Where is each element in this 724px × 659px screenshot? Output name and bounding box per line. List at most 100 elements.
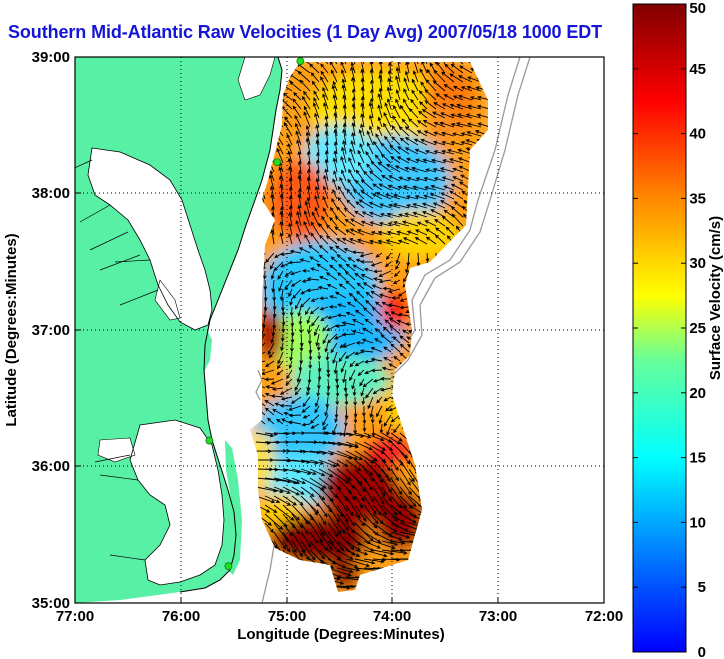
velocity-vector: [414, 194, 428, 200]
velocity-vector: [387, 221, 401, 227]
velocity-vector: [315, 139, 320, 155]
velocity-vector: [372, 504, 382, 516]
velocity-vector: [458, 94, 473, 101]
velocity-vector: [315, 177, 320, 191]
velocity-vector: [423, 176, 437, 182]
velocity-vector: [381, 540, 399, 546]
velocity-vector: [351, 378, 356, 390]
velocity-vector: [460, 86, 473, 92]
velocity-vector: [410, 98, 419, 110]
velocity-vector: [303, 90, 311, 101]
velocity-vector: [351, 132, 356, 146]
velocity-vector: [306, 378, 311, 392]
velocity-vector: [287, 150, 293, 164]
velocity-vector: [344, 387, 349, 398]
velocity-vector: [378, 62, 383, 74]
velocity-vector: [295, 219, 302, 236]
velocity-vector: [370, 79, 374, 92]
radar-site-marker: [224, 562, 233, 571]
velocity-vector: [295, 130, 302, 146]
velocity-vector: [354, 450, 375, 464]
velocity-vector: [411, 89, 419, 101]
velocity-vector: [369, 211, 383, 218]
velocity-vector: [381, 432, 402, 445]
velocity-vector: [441, 149, 455, 155]
velocity-vector: [313, 90, 320, 101]
velocity-vector: [457, 113, 473, 119]
x-tick-label: 74:00: [373, 608, 411, 625]
velocity-vector: [290, 270, 302, 276]
radar-site-marker: [205, 436, 214, 445]
colorbar-tick-label: 40: [689, 126, 706, 143]
velocity-vector: [380, 334, 392, 344]
velocity-vector: [341, 78, 347, 92]
velocity-vector: [354, 441, 374, 451]
velocity-vector: [279, 193, 284, 209]
velocity-vector: [396, 156, 410, 164]
velocity-vector: [295, 122, 302, 137]
velocity-vector: [381, 301, 392, 308]
velocity-vector: [399, 305, 410, 310]
velocity-vector: [402, 98, 410, 110]
velocity-vector: [297, 174, 302, 191]
velocity-vector: [379, 293, 392, 299]
velocity-vector: [335, 245, 347, 254]
velocity-vector: [309, 486, 326, 501]
velocity-vector: [404, 212, 419, 218]
velocity-vector: [325, 272, 338, 281]
velocity-vector: [469, 96, 482, 101]
velocity-vector: [303, 210, 311, 227]
velocity-vector: [365, 150, 374, 164]
velocity-vector: [393, 193, 410, 200]
velocity-vector: [416, 130, 428, 137]
velocity-vector: [327, 567, 352, 577]
velocity-vector: [366, 130, 374, 146]
colorbar-tick-label: 10: [689, 514, 706, 531]
velocity-vector: [360, 95, 365, 110]
velocity-vector: [300, 540, 316, 561]
velocity-vector: [300, 531, 312, 548]
velocity-vector: [441, 140, 455, 146]
colorbar-label: Surface Velocity (cm/s): [707, 216, 724, 380]
velocity-vector: [450, 122, 464, 128]
velocity-vector: [434, 219, 446, 227]
velocity-vector: [289, 351, 294, 362]
velocity-vector: [316, 263, 329, 272]
velocity-vector: [398, 213, 410, 218]
velocity-vector: [370, 160, 383, 173]
velocity-vector: [406, 195, 419, 200]
velocity-vector: [385, 405, 392, 412]
velocity-vector: [300, 495, 320, 514]
velocity-vector: [388, 203, 401, 209]
velocity-vector: [264, 513, 284, 530]
velocity-vector: [389, 144, 401, 155]
velocity-vector: [354, 432, 372, 439]
velocity-vector: [372, 183, 383, 191]
velocity-vector: [357, 149, 365, 164]
velocity-vector: [363, 486, 375, 503]
velocity-vector: [405, 204, 419, 209]
velocity-vector: [345, 540, 361, 551]
velocity-vector: [372, 277, 383, 281]
velocity-vector: [452, 176, 464, 182]
velocity-vector: [408, 107, 419, 119]
velocity-vector: [308, 351, 313, 361]
velocity-vector: [322, 185, 329, 200]
velocity-vector: [362, 327, 374, 335]
velocity-vector: [383, 396, 392, 402]
velocity-vector: [425, 236, 437, 245]
velocity-vector: [440, 112, 455, 119]
velocity-vector: [424, 220, 437, 227]
velocity-vector: [334, 216, 347, 227]
velocity-vector: [441, 215, 455, 227]
velocity-vector: [403, 88, 410, 101]
velocity-vector: [402, 237, 419, 245]
velocity-vector: [255, 495, 276, 504]
velocity-vector: [363, 540, 381, 549]
velocity-vector: [396, 230, 410, 236]
velocity-vector: [367, 396, 374, 410]
velocity-vector: [435, 227, 446, 236]
velocity-vector: [345, 504, 354, 517]
velocity-vector: [349, 147, 356, 164]
velocity-vector: [311, 211, 320, 227]
